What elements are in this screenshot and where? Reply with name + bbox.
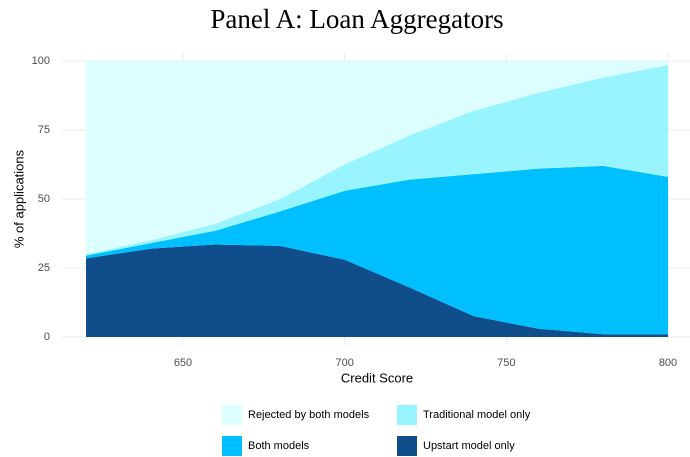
- legend-label: Both models: [248, 440, 310, 452]
- x-tick-label: 700: [335, 357, 353, 369]
- legend-label: Rejected by both models: [248, 409, 370, 421]
- area: [86, 165, 668, 335]
- legend-label: Upstart model only: [423, 440, 515, 452]
- y-tick-label: 0: [44, 331, 50, 343]
- x-axis-title: Credit Score: [341, 370, 413, 385]
- x-tick-label: 750: [497, 357, 515, 369]
- legend-key: [397, 405, 417, 425]
- area: [86, 244, 668, 337]
- legend-key: [222, 405, 242, 425]
- x-tick-label: 800: [659, 357, 677, 369]
- legend-key: [222, 436, 242, 456]
- legend-key: [397, 436, 417, 456]
- y-tick-label: 25: [38, 262, 50, 274]
- y-tick-label: 100: [32, 55, 50, 67]
- y-tick-label: 50: [38, 193, 50, 205]
- legend-label: Traditional model only: [423, 409, 531, 421]
- y-axis-title: % of applications: [11, 149, 26, 248]
- x-tick-label: 650: [174, 357, 192, 369]
- area: [86, 65, 668, 256]
- chart-title: Panel A: Loan Aggregators: [210, 4, 503, 34]
- y-tick-label: 75: [38, 124, 50, 136]
- area: [86, 61, 668, 255]
